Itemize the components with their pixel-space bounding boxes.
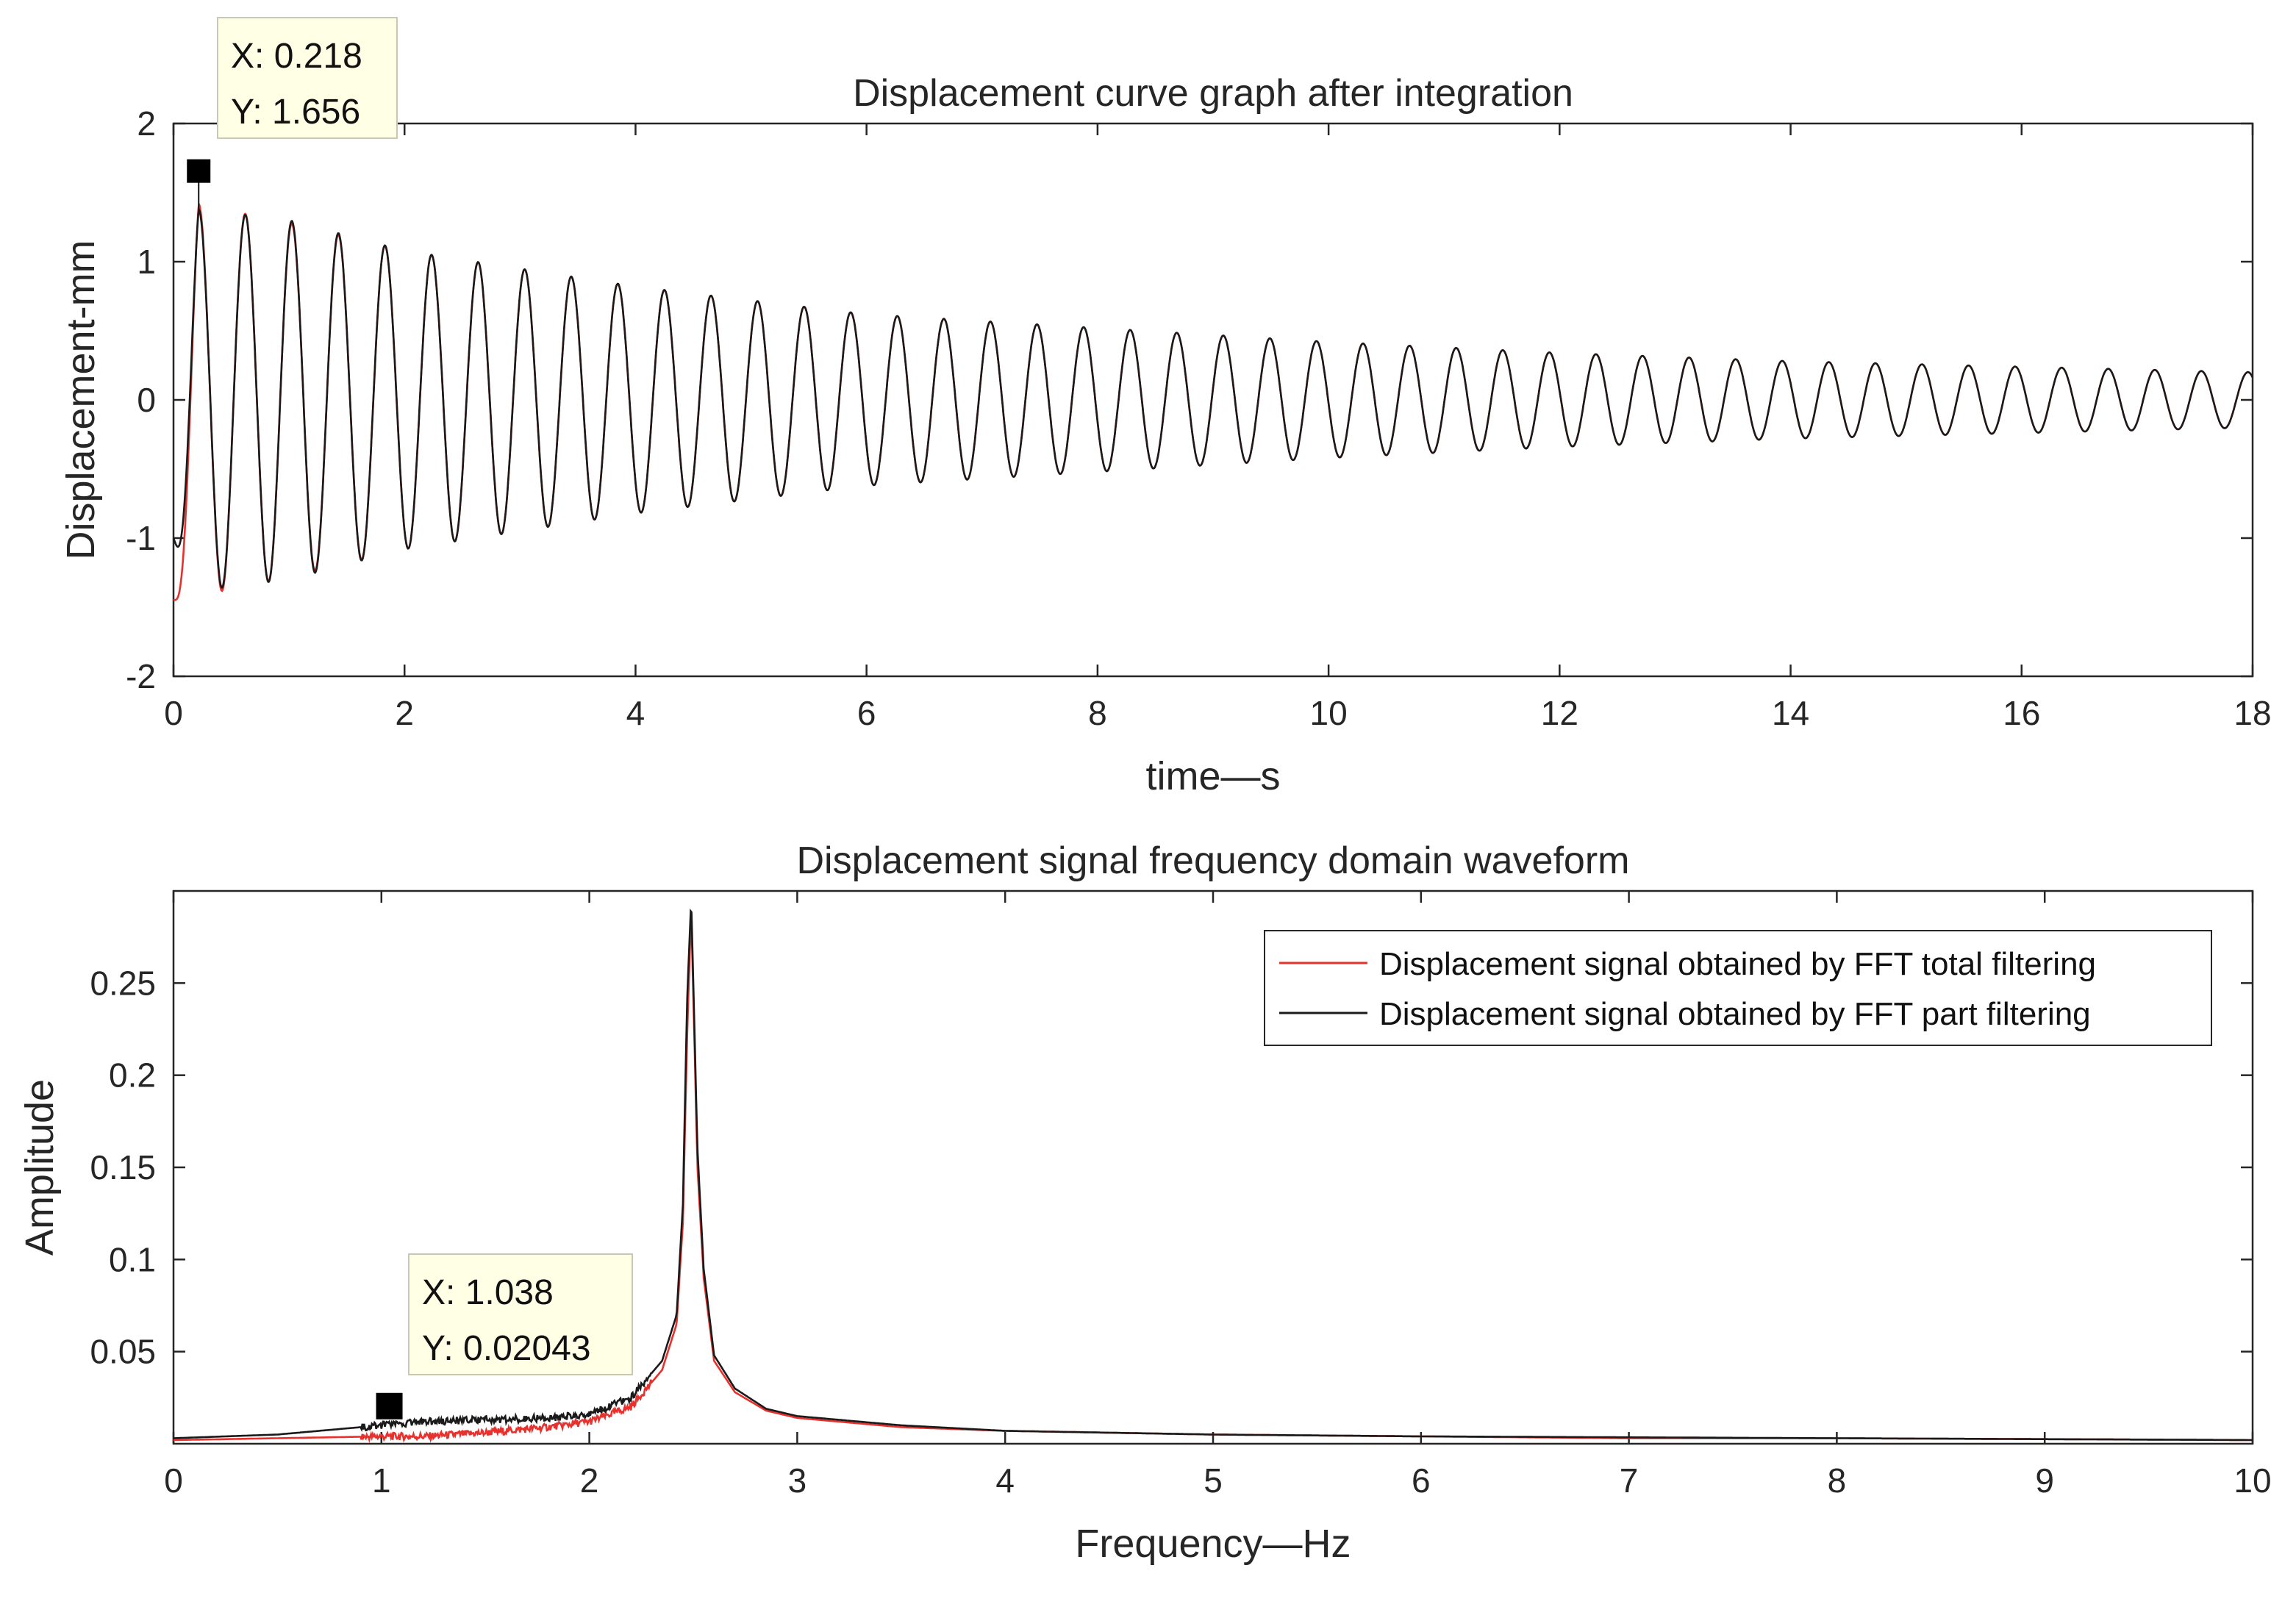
bottom-plot-title: Displacement signal frequency domain wav… <box>797 839 1630 882</box>
bottom-x-tick-label: 3 <box>788 1461 807 1500</box>
top-datatip-marker <box>187 159 211 183</box>
top-datatip: X: 0.218 Y: 1.656 <box>187 17 398 210</box>
bottom-y-tick-label: 0.25 <box>90 964 156 1002</box>
bottom-datatip-marker <box>376 1392 403 1419</box>
frequency-domain-plot: 0 1 2 3 4 5 6 7 8 9 10 0.05 0.1 0.15 0.2 0.25 Displacem… <box>18 839 2272 1566</box>
bottom-series-fft-part-filtering <box>173 909 2253 1442</box>
bottom-x-tick-label: 7 <box>1620 1461 1639 1500</box>
legend-label-fft-total-filtering: Displacement signal obtained by FFT tota… <box>1379 946 2096 982</box>
bottom-plot-area <box>173 909 2253 1444</box>
top-x-tick-label: 12 <box>1541 694 1578 732</box>
bottom-datatip-box <box>408 1253 633 1375</box>
top-datatip-x-text: X: 0.218 <box>231 37 362 76</box>
top-y-tick-label: -2 <box>126 657 156 695</box>
bottom-tick-labels: 0 1 2 3 4 5 6 7 8 9 10 0.05 0.1 0.15 0.2 0.25 <box>90 964 2271 1500</box>
top-y-tick-label: 1 <box>137 243 156 281</box>
bottom-x-tick-label: 4 <box>995 1461 1015 1500</box>
bottom-y-tick-label: 0.15 <box>90 1148 156 1186</box>
top-y-tick-label: 0 <box>137 381 156 419</box>
legend-label-fft-part-filtering: Displacement signal obtained by FFT part… <box>1379 996 2091 1032</box>
top-x-tick-label: 6 <box>857 694 876 732</box>
bottom-x-tick-label: 8 <box>1828 1461 1847 1500</box>
top-y-axis-label: Displacement-mm <box>59 240 103 559</box>
top-x-tick-label: 2 <box>395 694 414 732</box>
bottom-y-tick-label: 0.1 <box>109 1240 156 1278</box>
legend: Displacement signal obtained by FFT tota… <box>1264 930 2212 1046</box>
bottom-y-axis-label: Amplitude <box>18 1079 62 1256</box>
top-datatip-box <box>217 17 398 139</box>
bottom-ticks <box>172 891 2254 1444</box>
top-ticks <box>172 122 2254 678</box>
top-x-axis-label: time—s <box>1145 754 1280 798</box>
top-plot-area <box>172 201 2254 601</box>
top-y-tick-label: 2 <box>137 104 156 143</box>
top-x-tick-label: 10 <box>1310 694 1348 732</box>
legend-box <box>1264 930 2212 1046</box>
bottom-x-tick-label: 2 <box>580 1461 599 1500</box>
top-x-tick-label: 18 <box>2234 694 2271 732</box>
bottom-y-tick-label: 0.2 <box>109 1056 156 1095</box>
bottom-x-tick-label: 0 <box>164 1461 183 1500</box>
top-plot-title: Displacement curve graph after integrati… <box>853 72 1573 115</box>
top-x-tick-label: 8 <box>1088 694 1107 732</box>
bottom-datatip-x-text: X: 1.038 <box>422 1273 554 1312</box>
bottom-x-tick-label: 6 <box>1412 1461 1431 1500</box>
top-x-tick-label: 0 <box>164 694 183 732</box>
top-axes-box <box>172 122 2254 678</box>
top-x-tick-label: 14 <box>1772 694 1809 732</box>
bottom-datatip: X: 1.038 Y: 0.02043 <box>376 1253 633 1419</box>
bottom-x-tick-label: 1 <box>372 1461 391 1500</box>
bottom-x-axis-label: Frequency—Hz <box>1075 1522 1351 1566</box>
top-series-fft-part-filtering <box>172 206 2254 590</box>
top-datatip-y-text: Y: 1.656 <box>231 93 360 132</box>
bottom-y-tick-label: 0.05 <box>90 1333 156 1371</box>
bottom-x-tick-label: 10 <box>2234 1461 2271 1500</box>
top-y-tick-label: -1 <box>126 519 156 557</box>
top-x-tick-label: 16 <box>2003 694 2040 732</box>
top-x-tick-label: 4 <box>626 694 645 732</box>
bottom-datatip-y-text: Y: 0.02043 <box>422 1329 591 1368</box>
bottom-x-tick-label: 5 <box>1204 1461 1223 1500</box>
bottom-x-tick-label: 9 <box>2035 1461 2054 1500</box>
